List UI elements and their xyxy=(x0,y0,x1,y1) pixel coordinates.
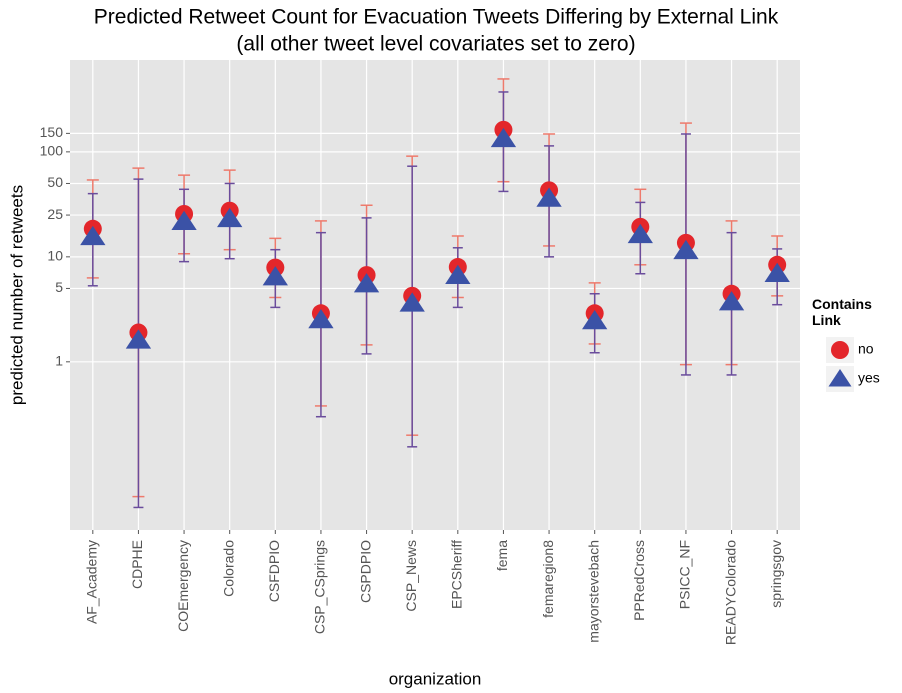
x-tick-label: femaregion8 xyxy=(540,540,556,618)
triangle-point xyxy=(125,329,152,349)
y-tick-label: 25 xyxy=(47,206,63,222)
triangle-point xyxy=(217,207,243,228)
triangle-point xyxy=(445,264,471,285)
triangle-point xyxy=(764,262,790,283)
legend-circle xyxy=(831,341,849,359)
x-tick-label: springsgov xyxy=(768,540,784,608)
y-axis-title: predicted number of retweets xyxy=(7,185,26,405)
x-tick-label: PSICC_NF xyxy=(677,540,693,609)
x-tick-label: CSP_News xyxy=(403,540,419,612)
y-tick-label: 50 xyxy=(47,174,63,190)
triangle-point xyxy=(262,266,288,286)
chart-title: Predicted Retweet Count for Evacuation T… xyxy=(94,6,779,29)
triangle-point xyxy=(673,239,699,260)
x-tick-label: AF_Academy xyxy=(84,540,100,624)
legend-label: yes xyxy=(858,370,880,386)
x-tick-label: mayorstevebach xyxy=(585,540,601,643)
x-tick-label: CSFDPIO xyxy=(266,540,282,602)
x-tick-label: PPRedCross xyxy=(631,540,647,621)
triangle-point xyxy=(399,292,425,312)
triangle-point xyxy=(582,309,608,330)
triangle-point xyxy=(308,309,334,329)
legend-title: Contains Link xyxy=(812,296,872,328)
x-tick-label: COEmergency xyxy=(175,540,191,632)
x-tick-label: CDPHE xyxy=(129,540,145,589)
triangle-point xyxy=(171,210,197,230)
x-tick-label: Colorado xyxy=(220,540,236,597)
triangle-point xyxy=(490,127,517,148)
legend-triangle xyxy=(828,369,852,387)
x-tick-label: fema xyxy=(494,540,510,571)
y-tick-label: 100 xyxy=(40,143,64,159)
x-axis-title: organization xyxy=(389,669,482,688)
x-tick-label: CSPDPIO xyxy=(357,540,373,603)
legend-label: no xyxy=(858,341,874,357)
triangle-point xyxy=(536,187,562,207)
y-tick-label: 10 xyxy=(47,248,63,264)
x-tick-label: READYColorado xyxy=(722,540,738,645)
chart-subtitle: (all other tweet level covariates set to… xyxy=(236,33,635,56)
y-tick-label: 1 xyxy=(55,353,63,369)
triangle-point xyxy=(627,223,653,244)
triangle-point xyxy=(353,273,380,293)
y-tick-label: 150 xyxy=(40,124,64,140)
triangle-point xyxy=(80,225,106,246)
x-tick-label: EPCSheriff xyxy=(449,540,465,609)
plot-background xyxy=(70,60,800,530)
triangle-point xyxy=(718,291,745,311)
x-tick-label: CSP_CSprings xyxy=(312,540,328,634)
y-tick-label: 5 xyxy=(55,279,63,295)
